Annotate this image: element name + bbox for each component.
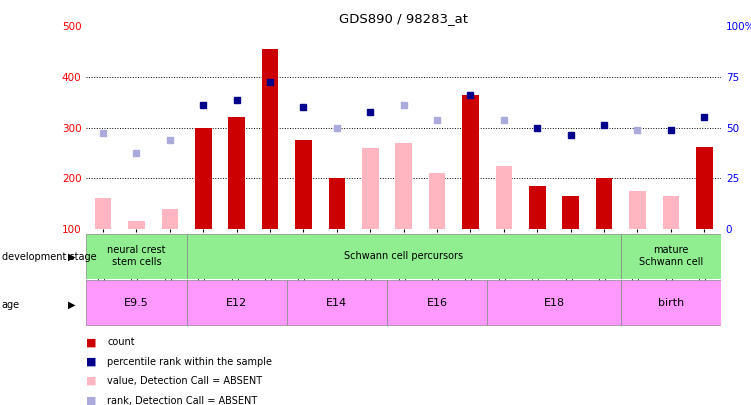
Text: development stage: development stage xyxy=(2,252,96,262)
Bar xyxy=(287,280,387,325)
Text: E9.5: E9.5 xyxy=(124,298,149,308)
Bar xyxy=(161,209,178,229)
Text: ■: ■ xyxy=(86,337,97,347)
Bar xyxy=(621,280,721,325)
Bar xyxy=(529,186,546,229)
Text: E16: E16 xyxy=(427,298,448,308)
Bar xyxy=(128,221,145,229)
Bar xyxy=(95,198,111,229)
Bar xyxy=(195,128,212,229)
Text: neural crest
stem cells: neural crest stem cells xyxy=(107,245,166,267)
Text: value, Detection Call = ABSENT: value, Detection Call = ABSENT xyxy=(107,376,263,386)
Bar xyxy=(86,280,186,325)
Text: rank, Detection Call = ABSENT: rank, Detection Call = ABSENT xyxy=(107,396,258,405)
Bar xyxy=(696,147,713,229)
Bar xyxy=(496,166,512,229)
Text: ▶: ▶ xyxy=(68,252,75,262)
Text: Schwann cell percursors: Schwann cell percursors xyxy=(344,251,463,261)
Title: GDS890 / 98283_at: GDS890 / 98283_at xyxy=(339,12,468,25)
Bar xyxy=(487,280,621,325)
Bar xyxy=(462,95,479,229)
Text: ▶: ▶ xyxy=(68,300,75,309)
Bar xyxy=(621,234,721,279)
Text: E18: E18 xyxy=(544,298,565,308)
Bar xyxy=(562,196,579,229)
Bar xyxy=(261,49,279,229)
Text: birth: birth xyxy=(658,298,684,308)
Text: ■: ■ xyxy=(86,357,97,367)
Bar xyxy=(662,196,679,229)
Bar xyxy=(387,280,487,325)
Bar xyxy=(295,140,312,229)
Text: E14: E14 xyxy=(326,298,348,308)
Bar xyxy=(596,178,612,229)
Bar xyxy=(395,143,412,229)
Text: ■: ■ xyxy=(86,376,97,386)
Bar xyxy=(362,148,379,229)
Text: ■: ■ xyxy=(86,396,97,405)
Bar xyxy=(86,234,186,279)
Bar xyxy=(186,280,287,325)
Bar xyxy=(328,178,345,229)
Bar xyxy=(429,173,445,229)
Text: E12: E12 xyxy=(226,298,247,308)
Bar xyxy=(186,234,621,279)
Text: count: count xyxy=(107,337,135,347)
Bar xyxy=(228,117,245,229)
Text: age: age xyxy=(2,300,20,309)
Text: mature
Schwann cell: mature Schwann cell xyxy=(639,245,703,267)
Bar xyxy=(629,191,646,229)
Text: percentile rank within the sample: percentile rank within the sample xyxy=(107,357,273,367)
